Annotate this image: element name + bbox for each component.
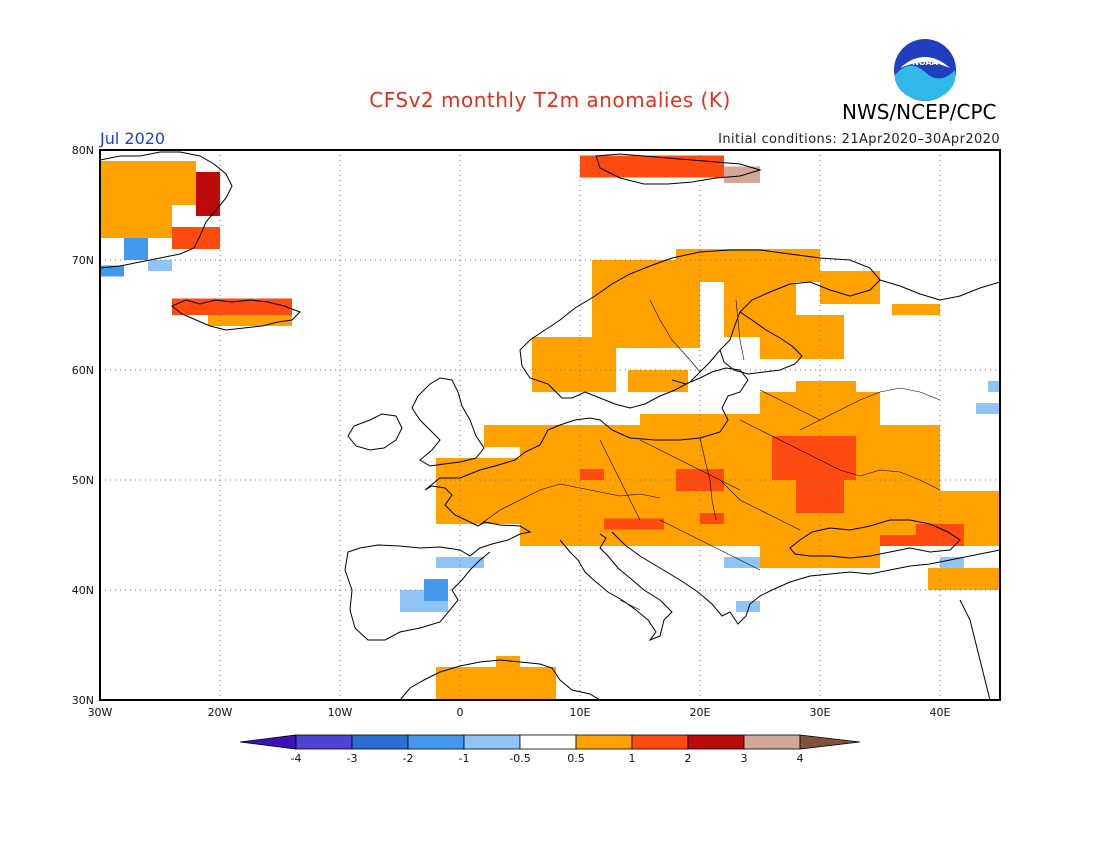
- anomaly-cell: [940, 557, 964, 568]
- anomaly-cell: [196, 172, 220, 216]
- coastline-greenland: [100, 151, 233, 269]
- coastline-great-britain: [411, 377, 485, 467]
- colorbar-arrow-low: [239, 734, 297, 750]
- anomaly-cell: [892, 304, 940, 315]
- anomaly-cell: [724, 166, 760, 183]
- coastlines: [100, 151, 1000, 700]
- colorbar-segment: [407, 734, 465, 750]
- coastline-north-africa: [399, 659, 601, 700]
- anomaly-cell: [172, 298, 292, 315]
- colorbar-label: -3: [347, 752, 358, 765]
- lon-labels: 30W 20W 10W 0 10E 20E 30E 40E: [88, 706, 951, 719]
- chart-title: CFSv2 monthly T2m anomalies (K): [369, 88, 731, 112]
- anomaly-cell: [148, 260, 172, 271]
- colorbar-label: 1: [629, 752, 636, 765]
- map-frame: [99, 149, 1001, 701]
- colorbar-arrow-high: [799, 734, 861, 750]
- anomaly-cell: [868, 425, 940, 502]
- forecast-month: Jul 2020: [100, 129, 166, 148]
- coastline-iceland: [171, 299, 301, 331]
- anomaly-cell: [988, 381, 1000, 392]
- coastline-black-sea: [789, 519, 961, 559]
- anomaly-cell: [172, 227, 220, 249]
- anomaly-cell: [928, 568, 1000, 590]
- colorbar-label: -2: [403, 752, 414, 765]
- initial-conditions: Initial conditions: 21Apr2020–30Apr2020: [718, 132, 1000, 147]
- coastline-svalbard: [595, 153, 762, 185]
- colorbar-segment: [519, 734, 577, 750]
- noaa-logo-text: NOAA: [912, 58, 938, 67]
- lat-label: 30N: [72, 694, 94, 707]
- anomaly-cell: [976, 403, 1000, 414]
- agency-label: NWS/NCEP/CPC: [842, 100, 997, 124]
- anomaly-cell: [604, 518, 664, 530]
- coastline-western-europe: [347, 367, 749, 557]
- lat-label: 40N: [72, 584, 94, 597]
- anomaly-cell: [124, 238, 148, 260]
- coastline-balkans: [611, 531, 1000, 625]
- anomaly-cell: [676, 249, 820, 282]
- anomaly-shading: [100, 155, 1000, 700]
- colorbar-label: 0.5: [567, 752, 585, 765]
- anomaly-cell: [436, 557, 484, 568]
- anomaly-cell: [484, 425, 556, 447]
- anomaly-cell: [436, 667, 556, 700]
- anomaly-cell: [760, 315, 844, 359]
- anomaly-cell: [496, 656, 520, 667]
- anomaly-cell: [580, 469, 604, 480]
- lon-label: 20E: [690, 706, 711, 719]
- anomaly-cell: [880, 535, 916, 546]
- colorbar-segment: [463, 734, 521, 750]
- colorbar-segment: [687, 734, 745, 750]
- noaa-logo-wave: [895, 65, 955, 101]
- anomaly-cell: [820, 271, 880, 304]
- colorbar-label: 3: [741, 752, 748, 765]
- lon-label: 0: [457, 706, 464, 719]
- colorbar-segment: [351, 734, 409, 750]
- lon-label: 40E: [930, 706, 951, 719]
- anomaly-cell: [628, 370, 688, 392]
- colorbar-label: -4: [291, 752, 302, 765]
- colorbar-segment: [743, 734, 801, 750]
- lat-labels: 80N 70N 60N 50N 40N 30N: [72, 144, 94, 707]
- anomaly-cell: [580, 155, 724, 178]
- lat-label: 70N: [72, 254, 94, 267]
- lon-label: 30E: [810, 706, 831, 719]
- colorbar-label: 4: [797, 752, 804, 765]
- coastline-ireland: [347, 413, 403, 451]
- anomaly-cell: [724, 557, 760, 568]
- anomaly-cell: [796, 480, 844, 513]
- colorbar-label: -1: [459, 752, 470, 765]
- anomaly-cell: [208, 315, 292, 326]
- lat-label: 50N: [72, 474, 94, 487]
- lat-label: 60N: [72, 364, 94, 377]
- colorbar-segment: [295, 734, 353, 750]
- noaa-logo: NOAA: [894, 39, 956, 101]
- colorbar-label: 2: [685, 752, 692, 765]
- anomaly-cell: [700, 513, 724, 524]
- lon-label: 30W: [88, 706, 113, 719]
- lon-label: 10W: [328, 706, 353, 719]
- coastline-kola: [879, 279, 1000, 301]
- anomaly-cell: [148, 161, 196, 205]
- lon-label: 20W: [208, 706, 233, 719]
- colorbar-segment: [631, 734, 689, 750]
- coastline-iberia-south: [344, 551, 491, 641]
- anomaly-cell: [796, 381, 856, 403]
- coastline-finland: [719, 311, 803, 375]
- colorbar-segment: [575, 734, 633, 750]
- noaa-logo-bird: [900, 57, 950, 68]
- country-borders: [477, 299, 941, 611]
- coastline-eastern-med: [959, 599, 991, 700]
- lon-label: 10E: [570, 706, 591, 719]
- colorbar-labels: -4 -3 -2 -1 -0.5 0.5 1 2 3 4: [291, 752, 804, 765]
- coastline-italy: [559, 533, 673, 642]
- lat-label: 80N: [72, 144, 94, 157]
- colorbar: [239, 734, 861, 750]
- anomaly-cell: [736, 601, 760, 612]
- coastline-scandinavia: [519, 249, 881, 409]
- anomaly-cell: [100, 265, 124, 277]
- colorbar-label: -0.5: [509, 752, 530, 765]
